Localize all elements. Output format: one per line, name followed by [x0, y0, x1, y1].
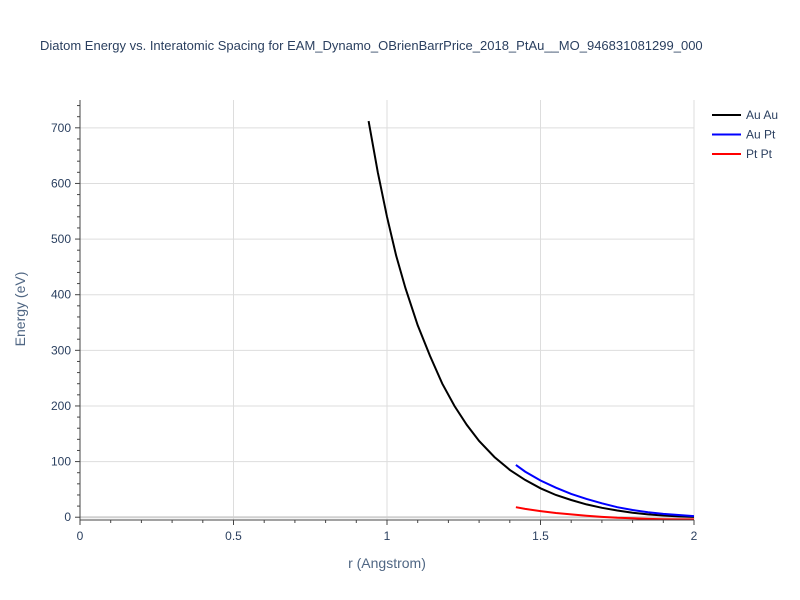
legend-label-au-au: Au Au — [746, 108, 778, 122]
x-tick-label: 2 — [691, 529, 698, 543]
grid — [79, 100, 695, 520]
x-axis-title: r (Angstrom) — [348, 555, 426, 571]
legend: Au Au Au Pt Pt Pt — [712, 108, 778, 161]
y-tick-label: 100 — [51, 455, 71, 469]
y-tick-label: 0 — [64, 510, 71, 524]
y-tick-label: 300 — [51, 343, 71, 357]
chart-title: Diatom Energy vs. Interatomic Spacing fo… — [40, 38, 703, 53]
x-tick-label: 0 — [77, 529, 84, 543]
axes: 0 0.5 1 1.5 2 0 100 200 300 400 500 600 700 — [51, 100, 698, 543]
plot-series — [367, 120, 694, 521]
legend-label-au-pt: Au Pt — [746, 128, 776, 142]
x-tick-label: 1.5 — [532, 529, 549, 543]
y-tick-label: 400 — [51, 288, 71, 302]
y-axis-title: Energy (eV) — [12, 272, 28, 347]
y-tick-label: 500 — [51, 232, 71, 246]
series-line-au-pt — [515, 464, 694, 518]
y-tick-label: 700 — [51, 121, 71, 135]
y-tick-label: 600 — [51, 176, 71, 190]
x-tick-label: 0.5 — [225, 529, 242, 543]
series-line-au-au — [367, 120, 694, 518]
series-line-pt-pt — [515, 506, 694, 521]
y-tick-label: 200 — [51, 399, 71, 413]
x-tick-label: 1 — [384, 529, 391, 543]
legend-label-pt-pt: Pt Pt — [746, 147, 773, 161]
